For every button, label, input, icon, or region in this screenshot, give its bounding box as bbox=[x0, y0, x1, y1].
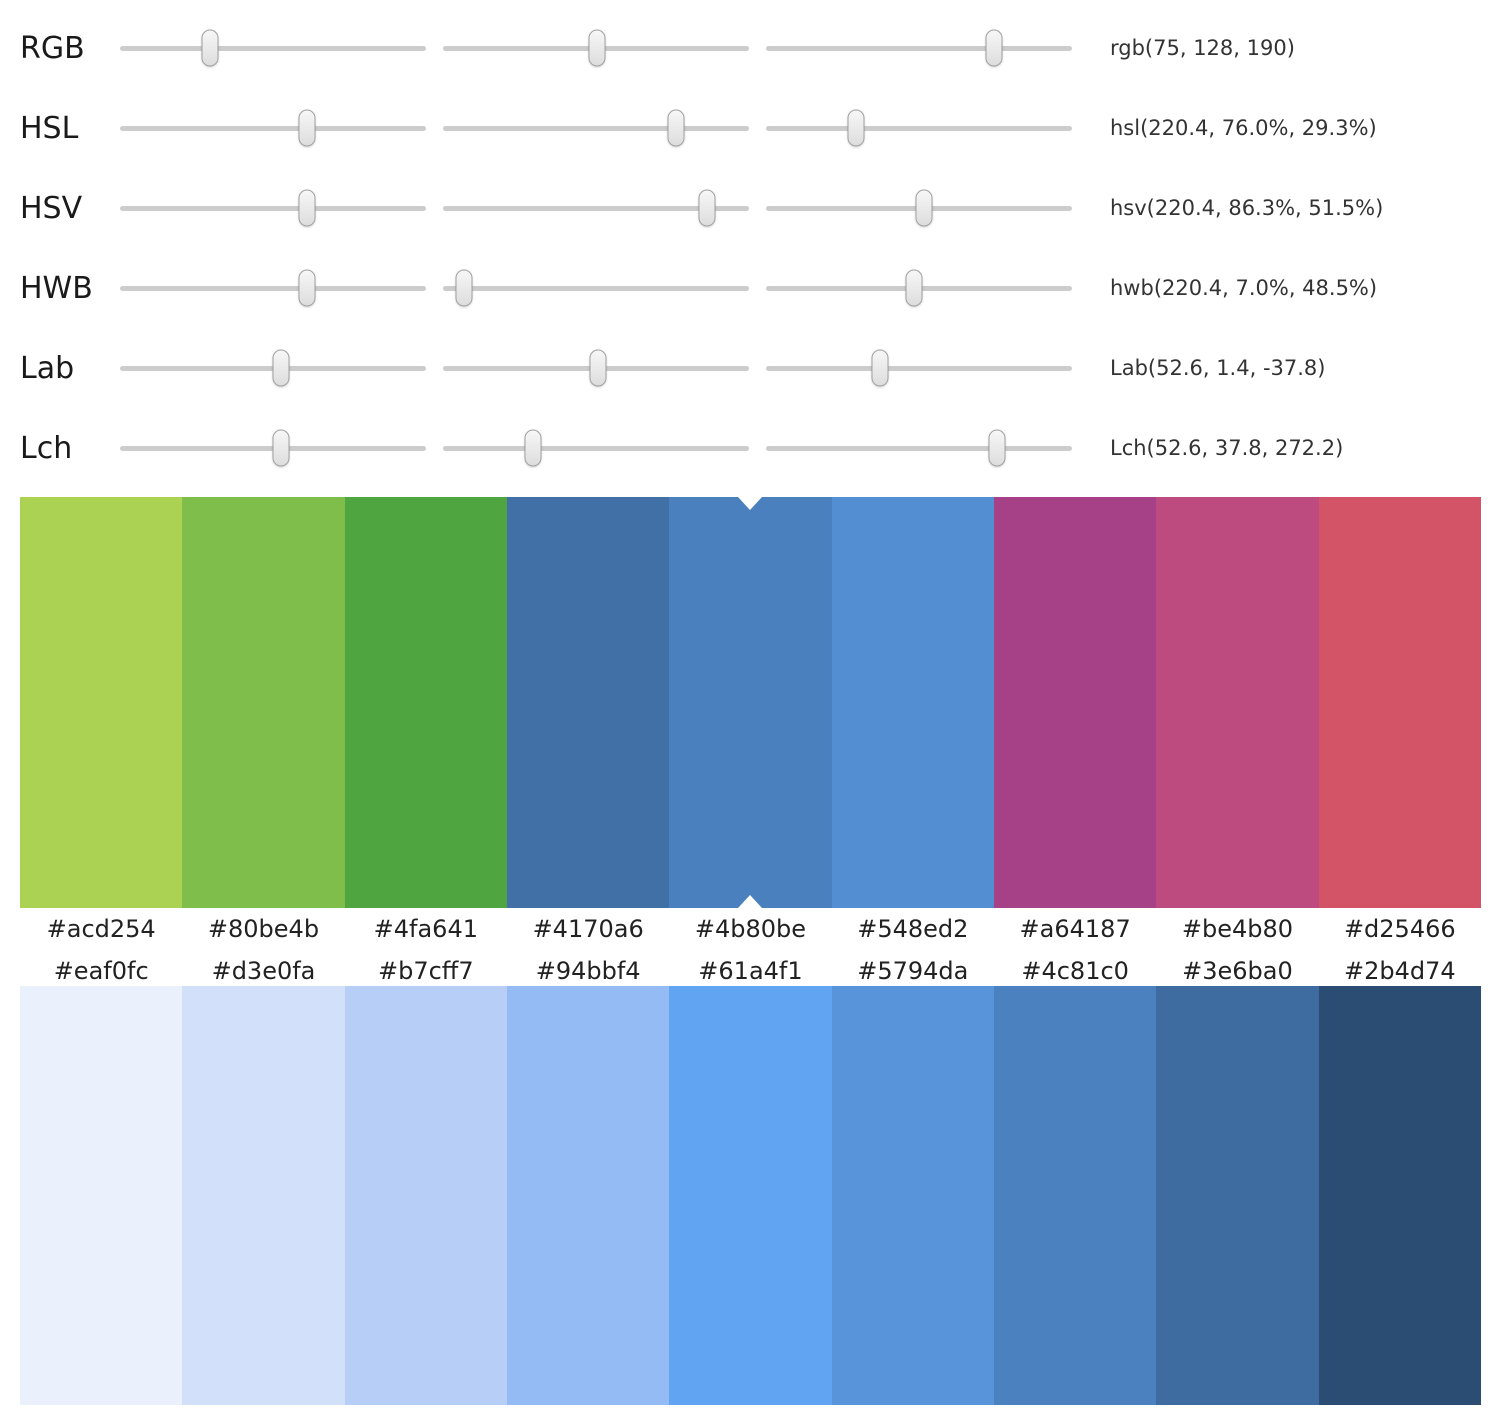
selection-caret-bottom-icon bbox=[738, 895, 763, 908]
color-value-text: hwb(220.4, 7.0%, 48.5%) bbox=[1110, 276, 1378, 300]
slider-row-lch: Lch Lch(52.6, 37.8, 272.2) bbox=[0, 408, 1501, 488]
hue-palette bbox=[20, 497, 1481, 908]
swatch-hex-label: #548ed2 bbox=[857, 915, 969, 943]
palette-swatch[interactable] bbox=[669, 497, 832, 908]
swatch-hex-label: #80be4b bbox=[207, 915, 320, 943]
slider-thumb[interactable] bbox=[524, 429, 542, 467]
colorspace-label: Lab bbox=[20, 350, 75, 386]
color-value-text: Lch(52.6, 37.8, 272.2) bbox=[1110, 436, 1344, 460]
slider-thumb[interactable] bbox=[272, 349, 290, 387]
slider-thumb[interactable] bbox=[272, 429, 290, 467]
slider-thumb[interactable] bbox=[455, 269, 473, 307]
swatch-hex-label: #4c81c0 bbox=[1021, 957, 1129, 985]
palette-swatch[interactable] bbox=[993, 497, 1157, 908]
palette-swatch[interactable] bbox=[1156, 497, 1319, 908]
shade-palette-hex-labels: #eaf0fc #d3e0fa #b7cff7 #94bbf4 #61a4f1 #5794… bbox=[20, 956, 1481, 986]
slider-track[interactable] bbox=[766, 429, 1072, 467]
slider-thumb[interactable] bbox=[201, 29, 219, 67]
hue-palette-hex-labels: #acd254 #80be4b #4fa641 #4170a6 #4b80be #548e… bbox=[20, 908, 1481, 956]
slider-track[interactable] bbox=[766, 109, 1072, 147]
slider-thumb[interactable] bbox=[985, 29, 1003, 67]
slider-track[interactable] bbox=[443, 29, 749, 67]
slider-track[interactable] bbox=[443, 429, 749, 467]
slider-track[interactable] bbox=[120, 189, 426, 227]
palette-swatch[interactable] bbox=[993, 986, 1157, 1405]
colorspace-label: RGB bbox=[20, 30, 85, 66]
slider-thumb[interactable] bbox=[847, 109, 865, 147]
swatch-hex-label: #acd254 bbox=[46, 915, 156, 943]
swatch-hex-label: #d3e0fa bbox=[211, 957, 316, 985]
colorspace-label: HSV bbox=[20, 190, 83, 226]
palette-swatch[interactable] bbox=[669, 986, 832, 1405]
swatch-hex-label: #d25466 bbox=[1343, 915, 1456, 943]
palette-swatch[interactable] bbox=[182, 497, 345, 908]
slider-track[interactable] bbox=[443, 349, 749, 387]
swatch-hex-label: #3e6ba0 bbox=[1182, 957, 1293, 985]
slider-thumb[interactable] bbox=[871, 349, 889, 387]
swatch-hex-label: #94bbf4 bbox=[535, 957, 641, 985]
slider-track[interactable] bbox=[766, 269, 1072, 307]
swatch-hex-label: #a64187 bbox=[1019, 915, 1131, 943]
colorspace-label: HSL bbox=[20, 110, 79, 146]
color-value-text: hsl(220.4, 76.0%, 29.3%) bbox=[1110, 116, 1377, 140]
shade-palette bbox=[20, 986, 1481, 1405]
swatch-hex-label: #61a4f1 bbox=[698, 957, 803, 985]
colorspace-label: Lch bbox=[20, 430, 73, 466]
slider-row-hwb: HWB hwb(220.4, 7.0%, 48.5%) bbox=[0, 248, 1501, 328]
swatch-hex-label: #2b4d74 bbox=[1343, 957, 1456, 985]
slider-thumb[interactable] bbox=[298, 269, 316, 307]
swatch-hex-label: #4fa641 bbox=[373, 915, 478, 943]
slider-row-rgb: RGB rgb(75, 128, 190) bbox=[0, 8, 1501, 88]
slider-track[interactable] bbox=[120, 29, 426, 67]
color-value-text: rgb(75, 128, 190) bbox=[1110, 36, 1295, 60]
slider-thumb[interactable] bbox=[298, 109, 316, 147]
color-value-text: Lab(52.6, 1.4, -37.8) bbox=[1110, 356, 1326, 380]
swatch-hex-label: #be4b80 bbox=[1181, 915, 1294, 943]
palette-swatch[interactable] bbox=[831, 986, 994, 1405]
slider-track[interactable] bbox=[443, 109, 749, 147]
slider-track[interactable] bbox=[120, 269, 426, 307]
swatch-hex-label: #5794da bbox=[857, 957, 969, 985]
slider-row-hsv: HSV hsv(220.4, 86.3%, 51.5%) bbox=[0, 168, 1501, 248]
palette-swatch[interactable] bbox=[1156, 986, 1319, 1405]
palette-swatch[interactable] bbox=[506, 497, 670, 908]
slider-thumb[interactable] bbox=[698, 189, 716, 227]
slider-track[interactable] bbox=[443, 269, 749, 307]
slider-row-lab: Lab Lab(52.6, 1.4, -37.8) bbox=[0, 328, 1501, 408]
slider-thumb[interactable] bbox=[588, 29, 606, 67]
slider-row-hsl: HSL hsl(220.4, 76.0%, 29.3%) bbox=[0, 88, 1501, 168]
slider-thumb[interactable] bbox=[589, 349, 607, 387]
slider-thumb[interactable] bbox=[988, 429, 1006, 467]
palette-swatch[interactable] bbox=[20, 497, 183, 908]
palette-swatch[interactable] bbox=[1318, 497, 1481, 908]
swatch-hex-label: #b7cff7 bbox=[378, 957, 474, 985]
palette-swatch[interactable] bbox=[344, 497, 507, 908]
slider-thumb[interactable] bbox=[298, 189, 316, 227]
slider-track[interactable] bbox=[766, 29, 1072, 67]
slider-track[interactable] bbox=[120, 349, 426, 387]
palette-swatch[interactable] bbox=[1318, 986, 1481, 1405]
swatch-hex-label: #eaf0fc bbox=[53, 957, 149, 985]
colorspace-label: HWB bbox=[20, 270, 93, 306]
palette-swatch[interactable] bbox=[20, 986, 183, 1405]
color-value-text: hsv(220.4, 86.3%, 51.5%) bbox=[1110, 196, 1384, 220]
slider-track[interactable] bbox=[120, 109, 426, 147]
palette-swatch[interactable] bbox=[831, 497, 994, 908]
slider-track[interactable] bbox=[766, 189, 1072, 227]
slider-thumb[interactable] bbox=[915, 189, 933, 227]
slider-thumb[interactable] bbox=[905, 269, 923, 307]
slider-track[interactable] bbox=[766, 349, 1072, 387]
swatch-hex-label: #4b80be bbox=[694, 915, 807, 943]
slider-section: RGB rgb(75, 128, 190) HSL hsl(220.4, 76.… bbox=[0, 0, 1501, 488]
palette-swatch[interactable] bbox=[182, 986, 345, 1405]
palette-swatch[interactable] bbox=[344, 986, 507, 1405]
slider-track[interactable] bbox=[120, 429, 426, 467]
swatch-hex-label: #4170a6 bbox=[532, 915, 644, 943]
slider-track[interactable] bbox=[443, 189, 749, 227]
selection-caret-top-icon bbox=[738, 497, 763, 510]
slider-thumb[interactable] bbox=[667, 109, 685, 147]
palette-swatch[interactable] bbox=[506, 986, 670, 1405]
